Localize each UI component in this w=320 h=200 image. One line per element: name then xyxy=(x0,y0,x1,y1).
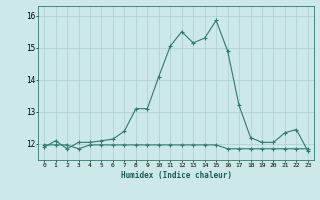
X-axis label: Humidex (Indice chaleur): Humidex (Indice chaleur) xyxy=(121,171,231,180)
